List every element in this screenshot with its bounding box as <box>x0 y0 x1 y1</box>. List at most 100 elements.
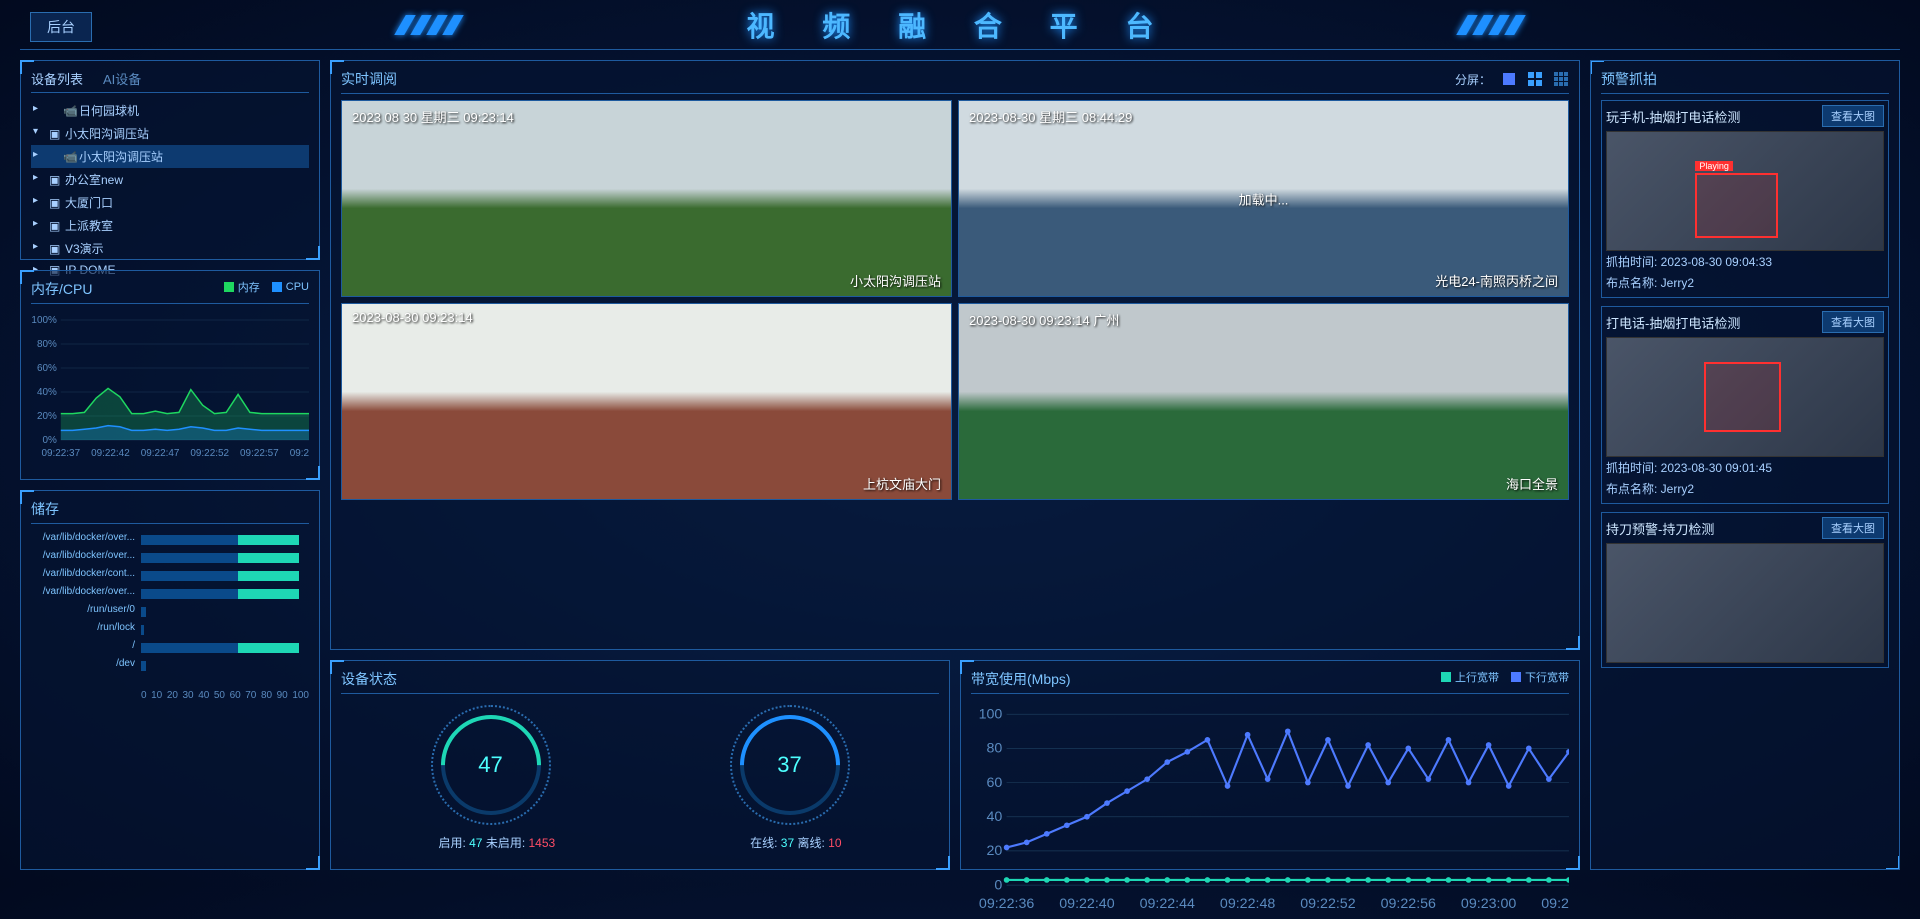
svg-text:09:22:52: 09:22:52 <box>190 448 229 459</box>
storage-row: /var/lib/docker/over... <box>31 584 309 598</box>
svg-text:60: 60 <box>986 775 1002 791</box>
alert-panel-title: 预警抓拍 <box>1601 69 1889 94</box>
storage-row: /var/lib/docker/over... <box>31 530 309 544</box>
video-caption: 光电24-南照丙桥之间 <box>1435 271 1558 290</box>
video-caption: 上杭文庙大门 <box>863 474 941 493</box>
folder-icon: ▣ <box>49 127 61 141</box>
tree-item[interactable]: ▸▣办公室new <box>31 168 309 191</box>
svg-text:80: 80 <box>986 741 1002 757</box>
tree-item[interactable]: ▸▣大厦门口 <box>31 191 309 214</box>
svg-text:100%: 100% <box>31 315 57 326</box>
folder-icon: ▣ <box>49 242 61 256</box>
legend-item: 下行宽带 <box>1511 669 1569 685</box>
svg-text:09:22:56: 09:22:56 <box>1381 896 1436 912</box>
storage-row: /dev <box>31 656 309 670</box>
tree-item[interactable]: ▸▣上派教室 <box>31 214 309 237</box>
video-timestamp: 2023 08 30 星期三 09:23:14 <box>352 107 514 126</box>
chevron-icon: ▸ <box>33 172 38 183</box>
device-status-panel: 设备状态 4737 启用: 47 未启用: 1453在线: 37 离线: 10 <box>330 660 950 870</box>
svg-text:09:22:36: 09:22:36 <box>979 896 1034 912</box>
cpu-panel-title: 内存/CPU <box>31 281 92 297</box>
gauge-label: 启用: 47 未启用: 1453 <box>438 834 555 851</box>
gauge-label: 在线: 37 离线: 10 <box>750 834 841 851</box>
chevron-icon: ▸ <box>33 218 38 229</box>
video-cell[interactable]: 2023-08-30 09:23:14 广州海口全景 <box>958 303 1569 500</box>
svg-text:09:22:52: 09:22:52 <box>1300 896 1355 912</box>
video-cell[interactable]: 2023-08-30 星期三 08:44:29 光电24-南照丙桥之间 加载中... <box>958 100 1569 297</box>
video-timestamp: 2023-08-30 星期三 08:44:29 <box>969 107 1132 126</box>
bandwidth-title: 带宽使用(Mbps) <box>971 671 1071 687</box>
svg-text:09:23:02: 09:23:02 <box>290 448 309 459</box>
svg-text:0%: 0% <box>42 435 56 446</box>
alert-item: 持刀预警-持刀检测 查看大图 <box>1601 512 1889 668</box>
header: 后台 视 频 融 合 平 台 <box>0 0 1920 50</box>
camera-icon: 📹 <box>63 150 75 164</box>
alert-time: 抓拍时间: 2023-08-30 09:01:45 <box>1606 457 1884 478</box>
layout-3x3-icon[interactable] <box>1553 71 1569 87</box>
alert-point: 布点名称: Jerry2 <box>1606 272 1884 293</box>
loading-text: 加载中... <box>1239 189 1289 208</box>
tree-item[interactable]: ▾▣小太阳沟调压站 <box>31 122 309 145</box>
video-cell[interactable]: 2023 08 30 星期三 09:23:14 小太阳沟调压站 <box>341 100 952 297</box>
svg-text:0: 0 <box>994 877 1002 893</box>
svg-text:20: 20 <box>986 843 1002 859</box>
device-status-title: 设备状态 <box>341 669 939 694</box>
tab-device-list[interactable]: 设备列表 <box>31 69 83 88</box>
svg-text:09:22:37: 09:22:37 <box>41 448 80 459</box>
view-image-button[interactable]: 查看大图 <box>1822 311 1884 333</box>
svg-text:60%: 60% <box>37 363 57 374</box>
alert-title: 玩手机-抽烟打电话检测 <box>1606 107 1740 126</box>
svg-text:09:22:57: 09:22:57 <box>240 448 279 459</box>
svg-text:20%: 20% <box>37 411 57 422</box>
cpu-panel: 内存/CPU 内存 CPU 0% 20% 40% 60% 80% 100% 09:22:37 0… <box>20 270 320 480</box>
chevron-icon: ▾ <box>33 126 38 137</box>
view-image-button[interactable]: 查看大图 <box>1822 517 1884 539</box>
tree-item[interactable]: ▸▣V3演示 <box>31 237 309 260</box>
chevron-icon: ▸ <box>33 103 38 114</box>
tree-item[interactable]: ▸📹小太阳沟调压站 <box>31 145 309 168</box>
storage-row: /var/lib/docker/cont... <box>31 566 309 580</box>
legend-item: CPU <box>272 279 309 295</box>
video-panel: 实时调阅 分屏： 2023 08 30 星期三 09:23:14小太阳沟调压站2… <box>330 60 1580 650</box>
bandwidth-panel: 带宽使用(Mbps) 上行宽带下行宽带 02040608010009:22:36… <box>960 660 1580 870</box>
svg-text:09:22:40: 09:22:40 <box>1059 896 1114 912</box>
svg-text:09:22:48: 09:22:48 <box>1220 896 1275 912</box>
back-button[interactable]: 后台 <box>30 12 92 42</box>
alert-title: 打电话-抽烟打电话检测 <box>1606 313 1740 332</box>
tree-item[interactable]: ▸📹日何园球机 <box>31 99 309 122</box>
svg-text:09:22:42: 09:22:42 <box>91 448 130 459</box>
alert-thumbnail[interactable] <box>1606 543 1884 663</box>
chevron-icon: ▸ <box>33 195 38 206</box>
gauge: 47 <box>431 705 551 825</box>
camera-icon: 📹 <box>63 104 75 118</box>
video-cell[interactable]: 2023-08-30 09:23:14 上杭文庙大门 <box>341 303 952 500</box>
layout-2x2-icon[interactable] <box>1527 71 1543 87</box>
svg-text:40: 40 <box>986 809 1002 825</box>
svg-text:09:23:04: 09:23:04 <box>1541 896 1569 912</box>
svg-text:100: 100 <box>979 707 1003 723</box>
alert-thumbnail[interactable]: Playing <box>1606 131 1884 251</box>
svg-text:09:23:00: 09:23:00 <box>1461 896 1516 912</box>
storage-row: /run/user/0 <box>31 602 309 616</box>
legend-item: 内存 <box>224 279 260 295</box>
alert-thumbnail[interactable] <box>1606 337 1884 457</box>
alert-item: 打电话-抽烟打电话检测 查看大图 抓拍时间: 2023-08-30 09:01:… <box>1601 306 1889 504</box>
tab-ai-device[interactable]: AI设备 <box>103 69 141 88</box>
storage-title: 储存 <box>31 499 309 524</box>
alert-title: 持刀预警-持刀检测 <box>1606 519 1714 538</box>
alert-item: 玩手机-抽烟打电话检测 查看大图 Playing 抓拍时间: 2023-08-3… <box>1601 100 1889 298</box>
video-caption: 海口全景 <box>1506 474 1558 493</box>
view-image-button[interactable]: 查看大图 <box>1822 105 1884 127</box>
alert-point: 布点名称: Jerry2 <box>1606 478 1884 499</box>
folder-icon: ▣ <box>49 196 61 210</box>
chevron-icon: ▸ <box>33 149 38 160</box>
video-caption: 小太阳沟调压站 <box>850 271 941 290</box>
svg-text:40%: 40% <box>37 387 57 398</box>
storage-row: /var/lib/docker/over... <box>31 548 309 562</box>
layout-1x1-icon[interactable] <box>1501 71 1517 87</box>
chevron-icon: ▸ <box>33 241 38 252</box>
alert-time: 抓拍时间: 2023-08-30 09:04:33 <box>1606 251 1884 272</box>
device-list-panel: 设备列表 AI设备 ▸📹日何园球机▾▣小太阳沟调压站▸📹小太阳沟调压站▸▣办公室… <box>20 60 320 260</box>
svg-text:80%: 80% <box>37 339 57 350</box>
video-timestamp: 2023-08-30 09:23:14 <box>352 310 473 325</box>
